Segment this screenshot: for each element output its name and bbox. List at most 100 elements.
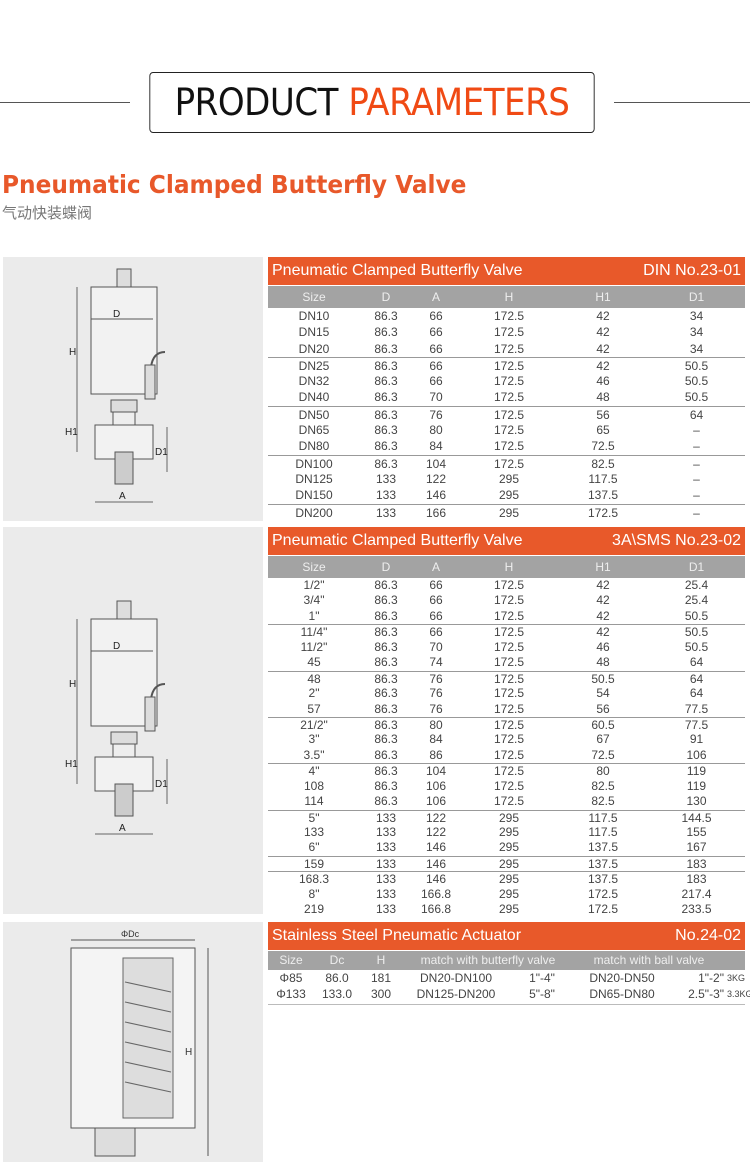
cell-a: 106 [425, 794, 447, 809]
cell-a: 104 [425, 456, 447, 471]
cell-h1: 42 [596, 578, 610, 592]
cell-d: 86.3 [374, 794, 398, 809]
table-row: 21/2" 86.3 80 172.5 60.5 77.5 [268, 716, 745, 732]
cell-a: 66 [429, 341, 443, 356]
cell-size: 48 [307, 671, 321, 686]
cell-size: 5" [308, 810, 320, 825]
column-header: Size [302, 290, 326, 304]
cell-h: 172.5 [493, 794, 525, 809]
cell-h1: 42 [596, 608, 610, 623]
cell-d: 86.3 [374, 701, 398, 716]
cell-size: 3/4" [303, 593, 325, 608]
cell-a: 66 [429, 608, 443, 623]
cell-d: 86.3 [374, 671, 398, 686]
valve-drawing-sms: D H H1 D1 A [3, 527, 263, 914]
table-row: 3" 86.3 84 172.5 67 91 [268, 732, 745, 747]
table-actuator: Stainless Steel Pneumatic Actuator No.24-… [268, 922, 750, 1005]
cell-a: 84 [429, 732, 443, 747]
column-header: match with butterfly valve [420, 953, 556, 967]
label-a: A [119, 491, 126, 502]
cell-a: 122 [425, 471, 447, 486]
table-row: 168.3 133 146 295 137.5 183 [268, 871, 745, 886]
cell-d1: – [693, 439, 700, 454]
cell-size: 1/2" [303, 578, 325, 592]
cell-size: 3.5" [303, 747, 325, 762]
cell-d: 86.3 [374, 423, 398, 438]
product-title: Pneumatic Clamped Butterfly Valve [2, 170, 467, 199]
cell-d: 133 [375, 505, 397, 520]
cell-d1: 64 [689, 686, 704, 701]
cell-h1: 56 [596, 407, 610, 422]
cell-a: 66 [429, 578, 443, 592]
cell-size: 6" [308, 840, 320, 855]
cell-h: 172.5 [493, 374, 525, 389]
cell-h: 172.5 [493, 593, 525, 608]
cell-h: 172.5 [493, 407, 525, 422]
table-row: 11/2" 86.3 70 172.5 46 50.5 [268, 640, 745, 655]
label-d1: D1 [155, 447, 168, 458]
cell-h1: 72.5 [591, 439, 615, 454]
title-orange: PARAMETERS [348, 81, 570, 124]
cell-size: DN10 [298, 309, 330, 323]
cell-d: 86.3 [374, 593, 398, 608]
cell-d: 133 [375, 856, 397, 871]
cell-h: 295 [498, 810, 520, 825]
label-h: H [185, 1047, 192, 1058]
cell: 1"-2" [698, 971, 724, 985]
cell-d: 86.3 [374, 578, 398, 592]
cell-h: 172.5 [493, 778, 525, 793]
column-header: H1 [595, 290, 611, 304]
cell-d1: 119 [686, 764, 707, 779]
label-a: A [119, 823, 126, 834]
cell-d: 86.3 [374, 439, 398, 454]
column-header: Dc [329, 953, 345, 967]
cell-d1: 144.5 [681, 810, 712, 825]
table-row: 114 86.3 106 172.5 82.5 130 [268, 794, 745, 809]
table-row: DN25 86.3 66 172.5 42 50.5 [268, 356, 745, 373]
cell-h1: 117.5 [588, 825, 618, 839]
cell-d1: 77.5 [684, 701, 709, 716]
cell-a: 74 [429, 655, 443, 670]
cell-d: 86.3 [374, 778, 398, 793]
cell: 86.0 [325, 971, 349, 985]
cell-d: 86.3 [374, 374, 398, 389]
cell: DN125-DN200 [416, 987, 496, 1001]
cell: DN65-DN80 [589, 987, 655, 1001]
table-row: Φ133 133.0 300 DN125-DN200 5"-8" DN65-DN80 2.5… [268, 986, 750, 1002]
cell-d1: 77.5 [684, 717, 709, 732]
cell-h1: 65 [596, 423, 610, 438]
cell-h1: 42 [596, 593, 610, 608]
cell-size: DN65 [298, 423, 330, 438]
divider-right [614, 102, 750, 103]
cell-d: 133 [375, 471, 397, 486]
cell-a: 76 [429, 671, 443, 686]
cell-h1: 42 [596, 325, 610, 340]
cell-h1: 56 [596, 701, 610, 716]
cell-d1: 167 [686, 840, 707, 855]
cell-a: 80 [429, 717, 443, 732]
actuator-svg: ΦDc H [70, 929, 209, 1157]
cell-h1: 46 [596, 639, 610, 654]
cell-h1: 48 [596, 390, 610, 405]
column-header: D [381, 560, 391, 574]
cell-size: 45 [307, 655, 321, 670]
cell-size: DN20 [298, 341, 330, 356]
cell-d: 86.3 [374, 456, 398, 471]
cell-size: 3" [308, 732, 320, 747]
cell-d1: 50.5 [684, 358, 709, 373]
column-header-row: Size D A H H1 D1 [268, 556, 745, 578]
cell-h: 172.5 [493, 655, 525, 670]
cell-d1: 183 [686, 872, 707, 887]
cell-size: 11/2" [300, 639, 328, 654]
table-row: DN50 86.3 76 172.5 56 64 [268, 405, 745, 422]
cell-d1: 130 [686, 794, 707, 809]
cell-d1: 155 [686, 825, 707, 839]
actuator-drawing: ΦDc H [3, 922, 263, 1162]
cell: 1"-4" [529, 971, 555, 985]
cell-h: 295 [498, 886, 520, 901]
cell-h: 172.5 [493, 309, 525, 323]
cell-a: 66 [429, 309, 443, 323]
cell-size: 57 [307, 701, 321, 716]
table-row: 45 86.3 74 172.5 48 64 [268, 655, 745, 670]
